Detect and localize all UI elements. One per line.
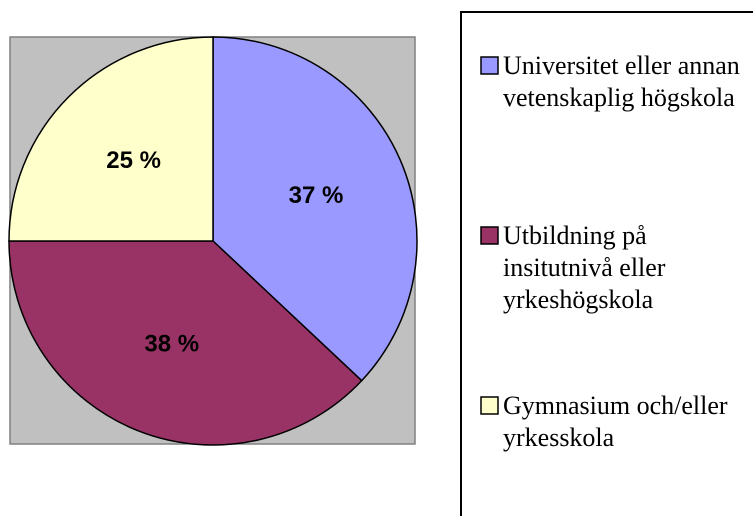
legend-swatch xyxy=(480,396,499,415)
data-label: 37 % xyxy=(289,182,344,209)
data-label: 25 % xyxy=(106,147,161,174)
legend-swatch xyxy=(480,226,499,245)
legend-swatch xyxy=(480,56,499,75)
pie-slice xyxy=(8,36,214,242)
legend-box xyxy=(460,11,753,516)
legend-label: Universitet eller annan vetenskaplig hög… xyxy=(503,51,740,112)
pie-slice xyxy=(8,240,363,446)
pie-slice xyxy=(212,36,418,382)
legend-label: Gymnasium och/eller yrkesskola xyxy=(503,391,728,452)
data-label: 38 % xyxy=(144,331,199,358)
legend-label: Utbildning på insitutnivå eller yrkeshög… xyxy=(503,221,666,314)
